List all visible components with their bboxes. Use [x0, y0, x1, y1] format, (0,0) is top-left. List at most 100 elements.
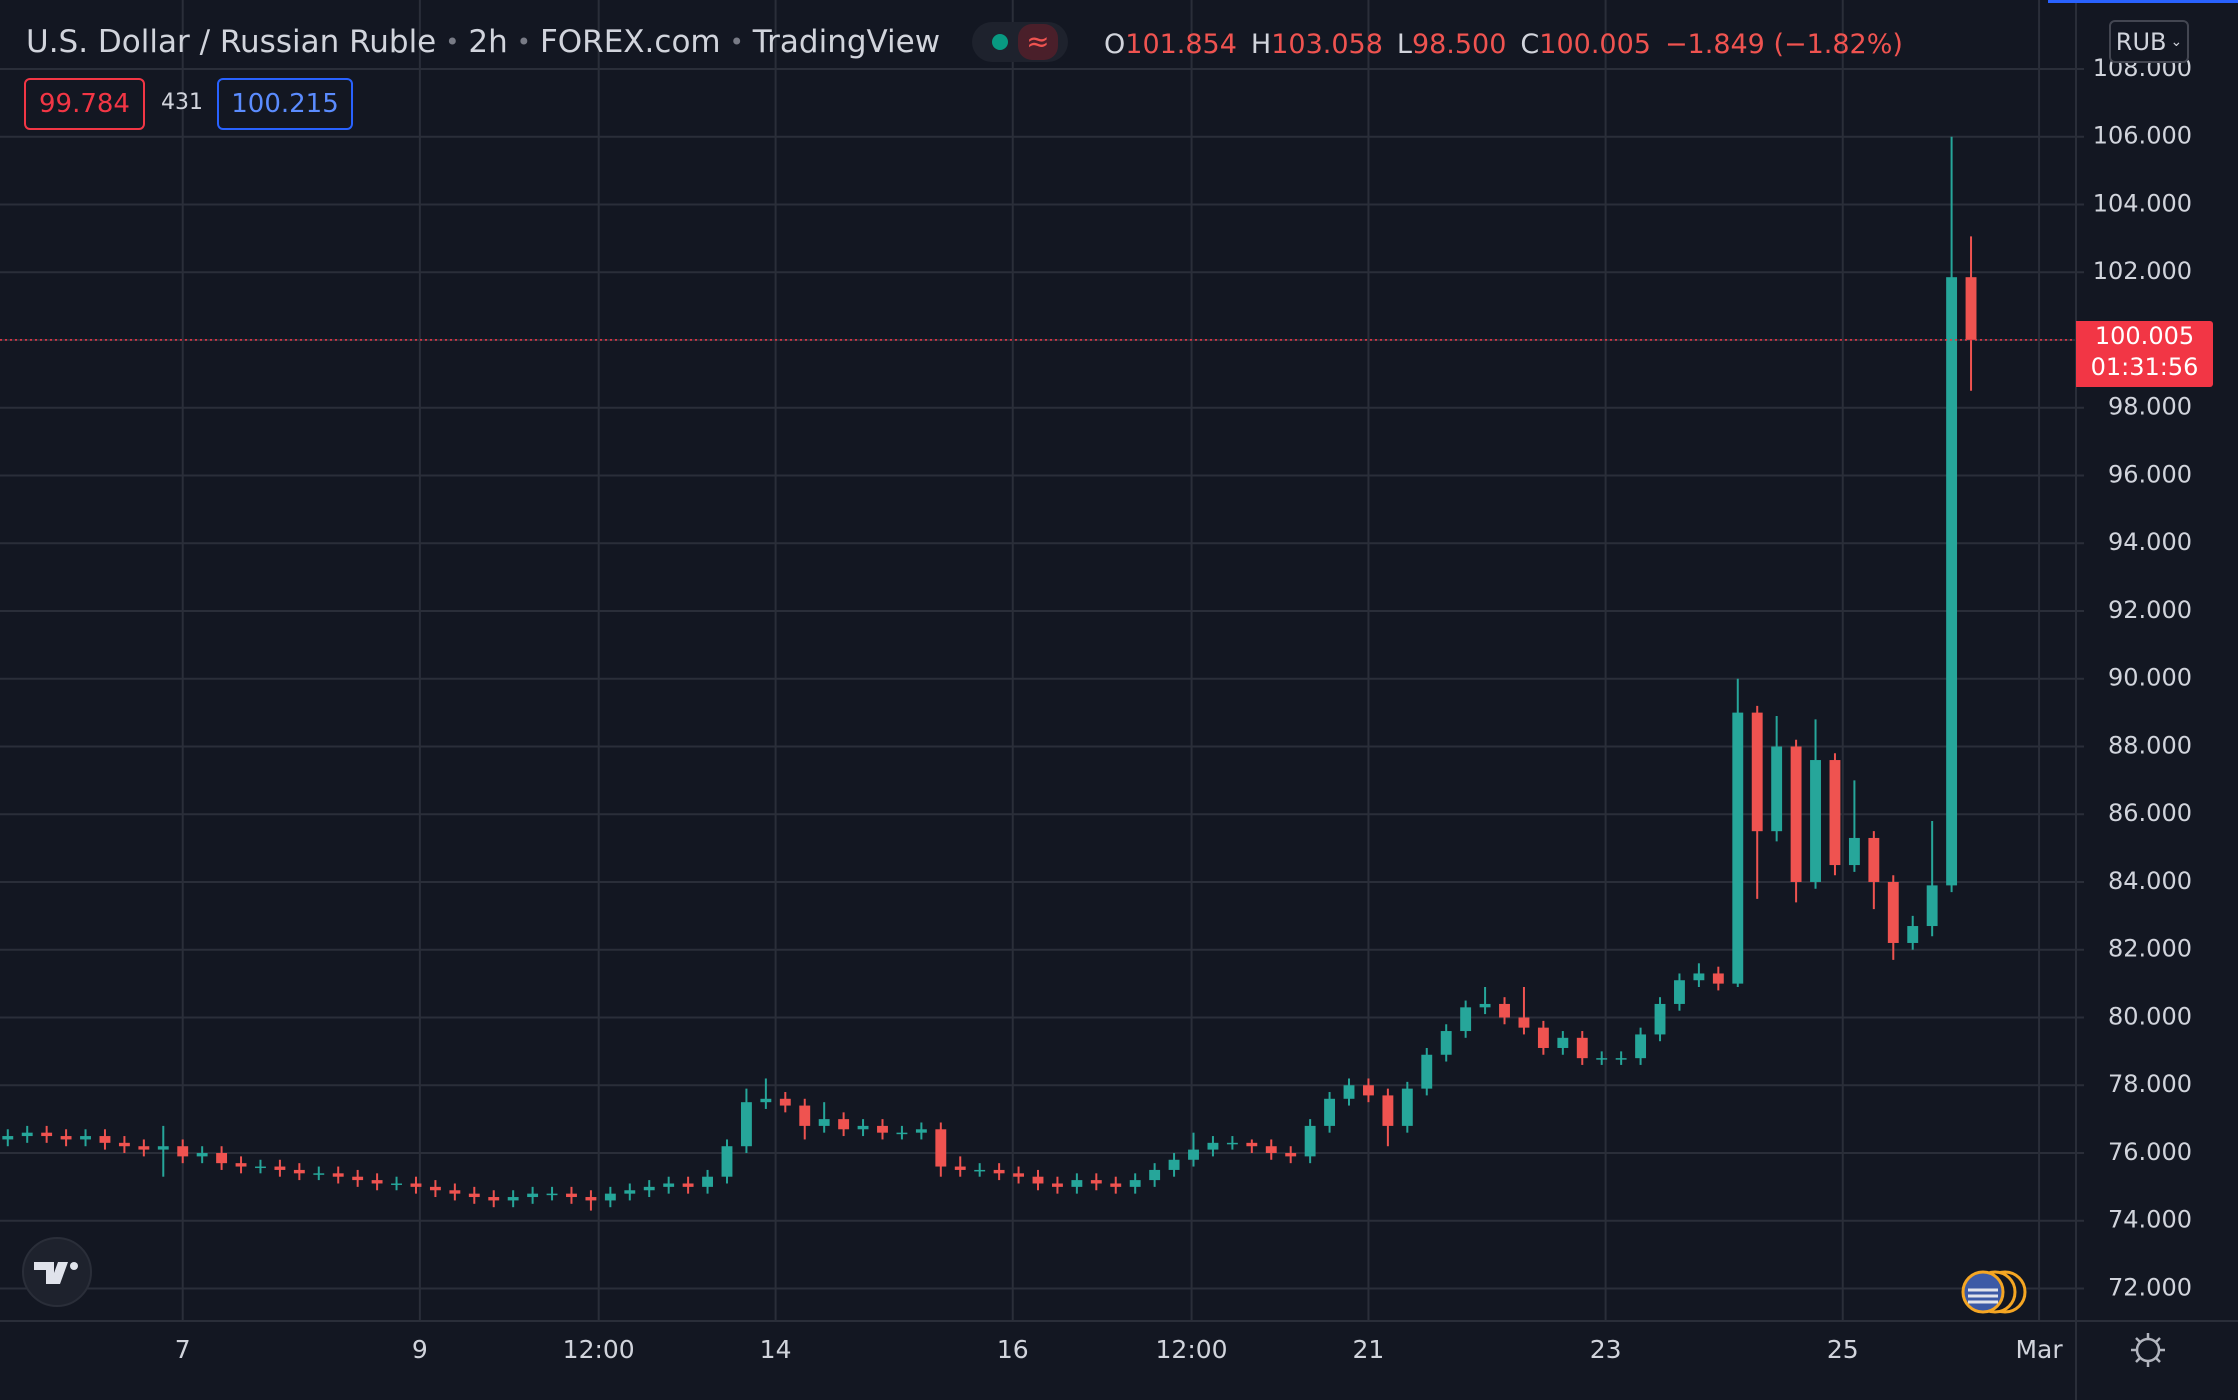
ask: 100.215 [231, 89, 339, 119]
candle-body [663, 1183, 675, 1187]
candle-body [274, 1166, 286, 1170]
candle-body [157, 1146, 169, 1150]
candle-body [118, 1142, 130, 1147]
x-tick-label: 9 [412, 1335, 428, 1364]
candle-body [954, 1166, 966, 1170]
separator: • [445, 28, 460, 56]
candle-body [1440, 1031, 1452, 1055]
y-tick-label: 92.000 [2108, 596, 2192, 624]
candle-body [1479, 1003, 1491, 1008]
y-tick-label: 76.000 [2108, 1138, 2192, 1166]
tv-logo [22, 1237, 92, 1307]
candle-body [779, 1098, 791, 1106]
candle-body [1013, 1173, 1025, 1177]
x-tick-label: Mar [2015, 1335, 2063, 1364]
candle-body [1168, 1159, 1180, 1170]
candle-body [935, 1129, 947, 1167]
accent-bar [2048, 0, 2238, 3]
candle-body [60, 1136, 72, 1140]
candle-body [1499, 1003, 1510, 1018]
candle-body [371, 1180, 383, 1184]
candle-body [255, 1166, 266, 1169]
y-tick-label: 72.000 [2108, 1273, 2192, 1301]
candle-body [1110, 1183, 1122, 1187]
market-status [992, 34, 1009, 50]
y-tick-label: 86.000 [2108, 799, 2192, 827]
candle-body [1265, 1146, 1277, 1153]
candle-body [1051, 1183, 1063, 1187]
candle-body [1246, 1142, 1258, 1147]
candle-body [507, 1197, 519, 1201]
candle-body [993, 1169, 1005, 1174]
ohlc-key: L [1396, 28, 1412, 60]
ohlc-value: 101.854 [1125, 28, 1237, 60]
candle-body [915, 1129, 927, 1133]
candle-body [1965, 277, 1977, 340]
bid-box[interactable]: 99.784 [24, 78, 145, 130]
candle-body [1576, 1037, 1588, 1059]
y-tick-label: 74.000 [2108, 1206, 2192, 1234]
candle-body [1615, 1058, 1627, 1060]
candle-body [410, 1183, 422, 1187]
candle-body [391, 1183, 402, 1185]
y-tick-label: 94.000 [2108, 528, 2192, 556]
settings-icon[interactable] [2131, 1333, 2165, 1367]
currency: RUB [2115, 27, 2167, 56]
candle-body [1829, 760, 1841, 866]
interval[interactable]: 2h [468, 24, 508, 60]
candles [0, 136, 2076, 1211]
candle-body [352, 1176, 364, 1181]
x-tick-label: 12:00 [1156, 1335, 1228, 1364]
currency-button[interactable]: RUB ⌄ [2109, 20, 2189, 63]
candle-body [1324, 1098, 1336, 1126]
ohlc-value: 100.005 [1539, 28, 1651, 60]
candle-body [293, 1169, 305, 1174]
y-tick-label: 78.000 [2108, 1070, 2192, 1098]
dropdown-caret: ⌄ [2170, 33, 2183, 50]
candle-body [1790, 746, 1802, 882]
candle-body [1946, 277, 1958, 886]
candle-body [1848, 837, 1860, 866]
candle-body [896, 1132, 908, 1135]
axes: 72.000 74.000 76.000 78.000 80.000 82.000 84.0… [175, 54, 2192, 1364]
candle-body [1207, 1142, 1219, 1150]
candle-body [1129, 1180, 1141, 1187]
candle-body [760, 1098, 772, 1103]
candle-body [1460, 1007, 1472, 1032]
candle-body [818, 1119, 830, 1126]
y-tick-label: 104.000 [2093, 189, 2192, 217]
source: TradingView [752, 24, 941, 60]
x-tick-label: 12:00 [563, 1335, 635, 1364]
ohlc-value: 103.058 [1271, 28, 1383, 60]
candle-body [429, 1186, 441, 1191]
ohlc-readout: O 101.854 H 103.058 L 98.500 C 100.005 −1.849 (−… [1090, 22, 1903, 66]
y-tick-label: 84.000 [2108, 867, 2192, 895]
candle-body [313, 1173, 325, 1175]
candle-body [41, 1132, 53, 1137]
candle-body [1421, 1054, 1433, 1089]
ask-box[interactable]: 100.215 [217, 78, 353, 130]
candle-body [1771, 746, 1783, 832]
last-price: 100.005 [2094, 322, 2195, 350]
candle-body [585, 1197, 597, 1201]
candle-body [1654, 1003, 1666, 1035]
candle-body [1557, 1037, 1569, 1048]
candle-body [1188, 1149, 1199, 1160]
candle-body [488, 1197, 500, 1201]
x-tick-label: 16 [997, 1335, 1029, 1364]
candle-body [527, 1193, 539, 1198]
candle-body [702, 1176, 713, 1187]
candle-body [1090, 1180, 1102, 1184]
x-tick-label: 25 [1827, 1335, 1859, 1364]
y-tick-label: 90.000 [2108, 664, 2192, 692]
x-tick-label: 14 [760, 1335, 792, 1364]
candle-body [138, 1146, 150, 1150]
candle-body [857, 1125, 869, 1130]
separator: • [729, 28, 744, 56]
grid [0, 0, 2076, 1320]
candle-body [1304, 1125, 1316, 1157]
candle-body [1401, 1088, 1413, 1126]
candle-body [1071, 1180, 1083, 1187]
